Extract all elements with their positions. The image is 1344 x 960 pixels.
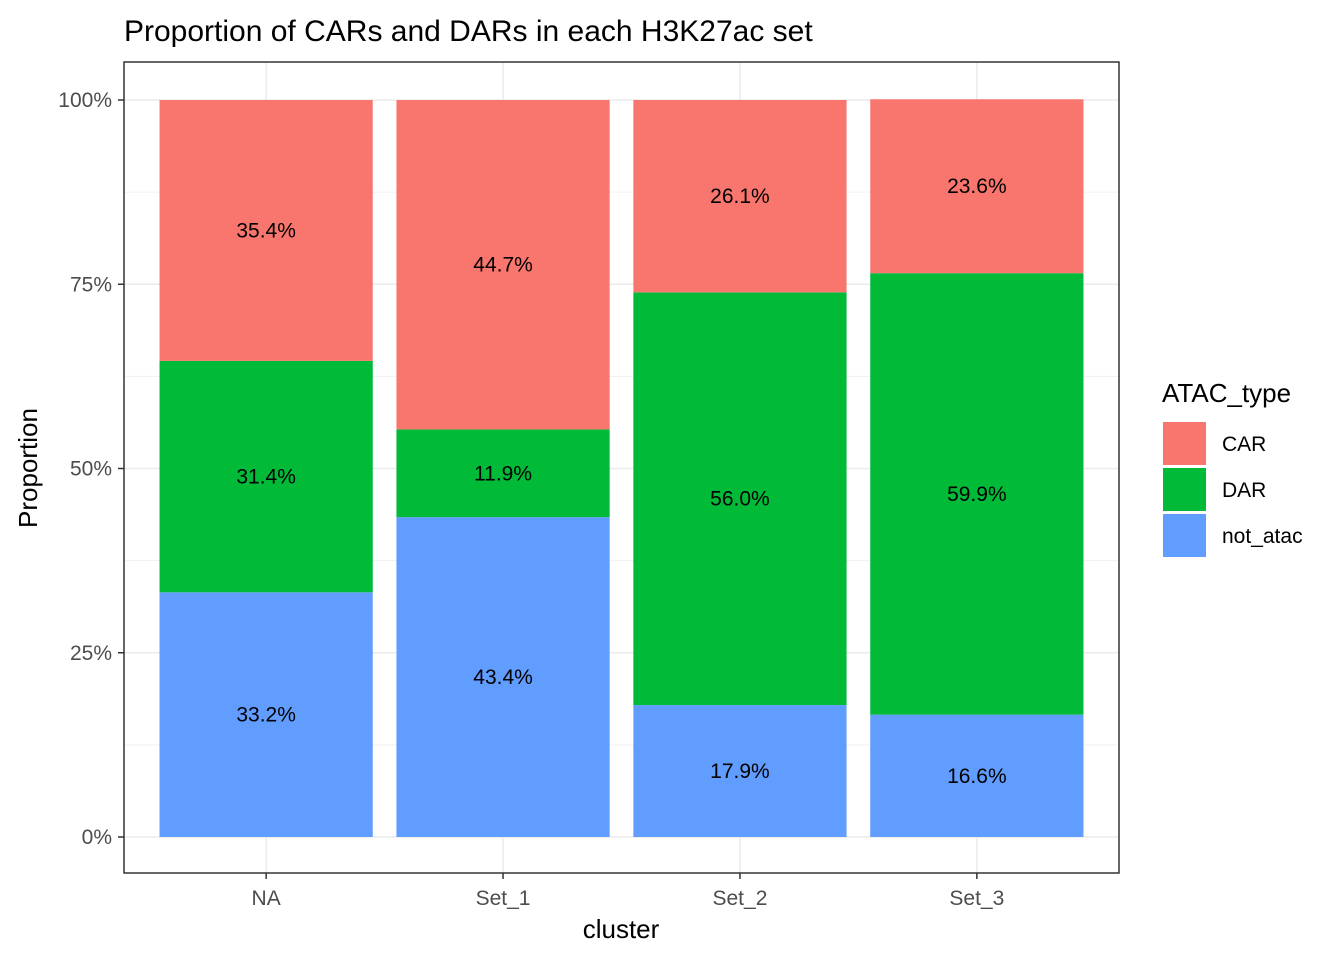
- data-label: 35.4%: [236, 219, 296, 242]
- bar-segment: [396, 517, 610, 837]
- x-tick-label: Set_1: [476, 887, 531, 910]
- chart-title: Proportion of CARs and DARs in each H3K2…: [124, 15, 813, 48]
- legend-key: [1163, 514, 1206, 557]
- data-label: 26.1%: [710, 185, 770, 208]
- bars: [159, 99, 1084, 837]
- bar-segment: [870, 99, 1084, 274]
- panel-border: [123, 61, 1120, 874]
- y-tick-label: 75%: [70, 273, 112, 296]
- legend-title: ATAC_type: [1162, 378, 1291, 408]
- bar-segment: [396, 429, 610, 518]
- bar-segment: [633, 705, 847, 837]
- data-label: 59.9%: [947, 483, 1007, 506]
- x-tick-label: NA: [252, 887, 281, 910]
- bar-segment: [159, 100, 373, 361]
- data-label: 33.2%: [236, 704, 296, 727]
- data-label: 43.4%: [473, 666, 533, 689]
- data-label: 31.4%: [236, 466, 296, 489]
- bar-segment: [396, 100, 610, 430]
- data-label: 56.0%: [710, 488, 770, 511]
- data-label: 44.7%: [473, 254, 533, 277]
- legend-label: CAR: [1222, 433, 1266, 456]
- x-axis-title: cluster: [583, 914, 660, 944]
- bar-segment: [870, 714, 1084, 837]
- y-tick-label: 50%: [70, 458, 112, 481]
- y-tick-label: 25%: [70, 642, 112, 665]
- x-tick-label: Set_2: [713, 887, 768, 910]
- bar-segment: [870, 273, 1084, 715]
- bar-segment: [633, 292, 847, 706]
- bar-segment: [159, 592, 373, 837]
- data-label: 17.9%: [710, 760, 770, 783]
- data-labels: 33.2% 31.4% 35.4% 43.4% 11.9% 44.7% 17.9% 56.0%…: [236, 175, 1006, 788]
- y-axis: 0% 25% 50% 75% 100%: [58, 89, 124, 849]
- x-axis: NA Set_1 Set_2 Set_3: [252, 873, 1004, 910]
- y-tick-label: 100%: [58, 89, 112, 112]
- bar-segment: [159, 360, 373, 593]
- legend-key: [1163, 422, 1206, 465]
- data-label: 23.6%: [947, 175, 1007, 198]
- legend-label: not_atac: [1222, 525, 1303, 548]
- y-tick-label: 0%: [82, 826, 112, 849]
- legend: ATAC_type CAR DAR not_atac: [1162, 378, 1303, 557]
- y-axis-title: Proportion: [13, 408, 43, 528]
- data-label: 16.6%: [947, 765, 1007, 788]
- data-label: 11.9%: [474, 462, 532, 485]
- legend-label: DAR: [1222, 479, 1266, 502]
- legend-key: [1163, 468, 1206, 511]
- bar-segment: [633, 100, 847, 293]
- x-tick-label: Set_3: [949, 887, 1004, 910]
